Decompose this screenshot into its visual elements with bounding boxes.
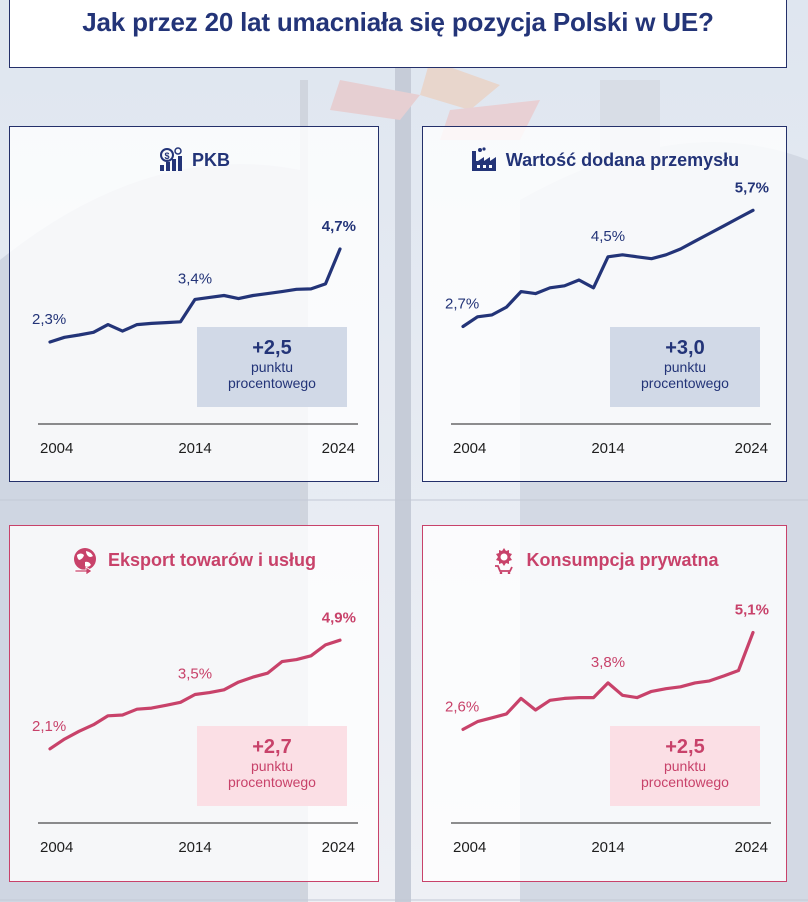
summary-unit-line1: punktu (663, 359, 707, 375)
panel-pkb: $ PKB +2,5 punktu procentowego 2,3% 3,4% 4… (9, 126, 379, 482)
line-chart: 2,1% 3,5% 4,9% 2004 2014 2024 (32, 609, 358, 856)
line-chart: 2,6% 3,8% 5,1% 2004 2014 2024 (445, 602, 771, 856)
summary-value: +2,5 (665, 736, 705, 758)
summary-unit-line1: punktu (663, 758, 707, 774)
summary-box: +3,0 punktu procentowego (610, 327, 760, 407)
data-label: 3,4% (178, 270, 212, 287)
panel-export: Eksport towarów i usług +2,7 punktu proc… (9, 525, 379, 882)
panel-consumption: Konsumpcja prywatna +2,5 punktu procento… (422, 525, 787, 882)
summary-unit-line1: punktu (250, 359, 294, 375)
series-line (48, 638, 342, 751)
x-tick-label: 2014 (178, 440, 211, 457)
summary-unit-line2: procentowego (228, 774, 316, 790)
x-tick-label: 2014 (178, 839, 211, 856)
data-label: 4,7% (322, 218, 356, 235)
x-tick-label: 2024 (322, 839, 355, 856)
data-label: 2,7% (445, 296, 479, 313)
panel-title-text: PKB (191, 149, 230, 170)
data-label: 3,5% (178, 666, 212, 683)
summary-unit-line2: procentowego (228, 375, 316, 391)
x-tick-label: 2024 (735, 440, 768, 457)
data-label: 5,7% (735, 179, 769, 196)
data-label: 5,1% (735, 602, 769, 619)
globe-export-icon (73, 548, 96, 574)
summary-value: +2,7 (252, 736, 292, 758)
gdp-coins-icon: $ (159, 147, 182, 171)
summary-box: +2,7 punktu procentowego (197, 726, 347, 806)
shopping-cart-icon (495, 548, 514, 574)
panel-title: $ PKB (10, 147, 378, 173)
panel-industry: Wartość dodana przemysłu +3,0 punktu pro… (422, 126, 787, 482)
summary-box: +2,5 punktu procentowego (610, 726, 760, 806)
panel-title: Konsumpcja prywatna (423, 546, 786, 574)
panel-title: Wartość dodana przemysłu (423, 147, 786, 173)
data-label: 3,8% (591, 654, 625, 671)
x-tick-label: 2004 (40, 440, 73, 457)
data-label: 4,9% (322, 609, 356, 626)
x-tick-label: 2004 (40, 839, 73, 856)
page-title: Jak przez 20 lat umacniała się pozycja P… (82, 7, 714, 37)
panel-title-text: Wartość dodana przemysłu (505, 149, 740, 170)
summary-box: +2,5 punktu procentowego (197, 327, 347, 407)
x-tick-label: 2014 (591, 440, 624, 457)
x-tick-label: 2004 (453, 839, 486, 856)
data-label: 4,5% (591, 228, 625, 245)
panel-title-text: Eksport towarów i usług (107, 549, 317, 570)
summary-unit-line2: procentowego (641, 774, 729, 790)
data-label: 2,1% (32, 718, 66, 735)
panel-title: Eksport towarów i usług (10, 546, 378, 574)
title-box: Jak przez 20 lat umacniała się pozycja P… (9, 0, 787, 68)
series-line (48, 247, 342, 344)
summary-unit-line1: punktu (250, 758, 294, 774)
x-tick-label: 2024 (735, 839, 768, 856)
factory-icon (471, 147, 496, 171)
x-tick-label: 2024 (322, 440, 355, 457)
summary-value: +2,5 (252, 337, 292, 359)
x-tick-label: 2014 (591, 839, 624, 856)
line-chart: 2,3% 3,4% 4,7% 2004 2014 2024 (32, 218, 358, 457)
series-line (461, 208, 755, 329)
data-label: 2,6% (445, 698, 479, 715)
x-tick-label: 2004 (453, 440, 486, 457)
svg-text:$: $ (164, 151, 169, 161)
panel-title-text: Konsumpcja prywatna (526, 549, 719, 570)
line-chart: 2,7% 4,5% 5,7% 2004 2014 2024 (445, 179, 771, 457)
summary-unit-line2: procentowego (641, 375, 729, 391)
series-line (461, 630, 755, 731)
data-label: 2,3% (32, 311, 66, 328)
summary-value: +3,0 (665, 337, 705, 359)
